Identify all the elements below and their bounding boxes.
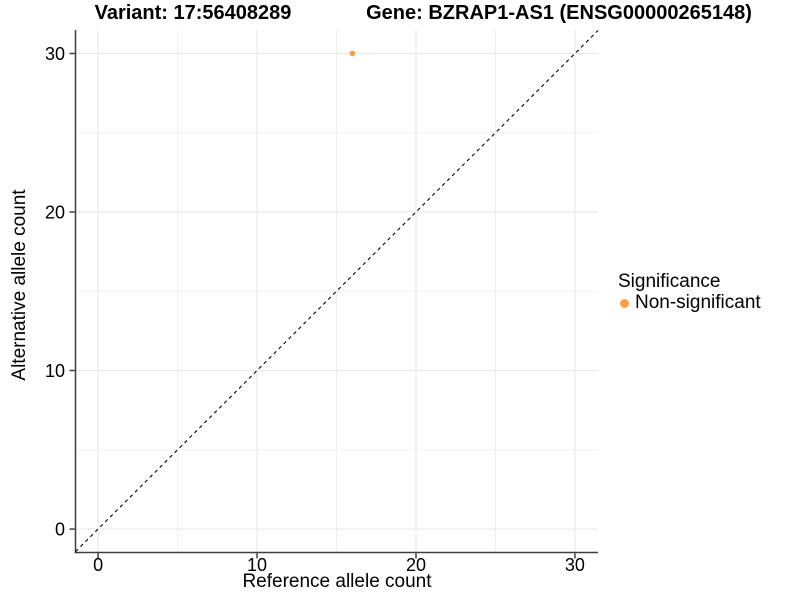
x-tick-label: 10 — [247, 555, 267, 575]
x-tick-label: 20 — [406, 555, 426, 575]
plot-title-variant: Variant: 17:56408289 — [94, 2, 292, 24]
y-tick-label: 10 — [45, 361, 65, 381]
legend-dot-icon — [620, 298, 629, 308]
x-tick-label: 30 — [565, 555, 585, 575]
legend-title: Significance — [618, 271, 721, 292]
legend-entry-label: Non-significant — [635, 292, 761, 313]
y-axis-title: Alternative allele count — [9, 189, 30, 381]
data-point — [349, 50, 356, 57]
legend: Significance Non-significant — [618, 271, 761, 313]
x-axis-title: Reference allele count — [242, 571, 432, 592]
x-tick-label: 0 — [93, 555, 103, 575]
legend-entry: Non-significant — [618, 292, 761, 313]
plot-title-gene: Gene: BZRAP1-AS1 (ENSG00000265148) — [366, 2, 752, 24]
y-tick-label: 30 — [45, 44, 65, 64]
y-tick-label: 20 — [45, 202, 65, 222]
y-tick-label: 0 — [55, 520, 65, 540]
